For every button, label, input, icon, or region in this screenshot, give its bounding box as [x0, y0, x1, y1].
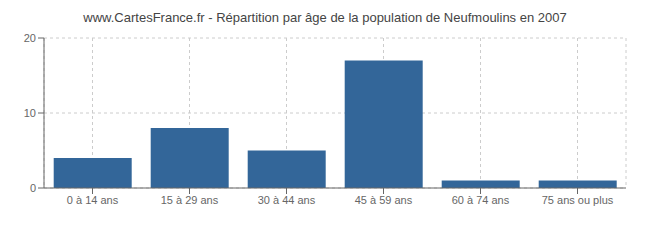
svg-text:10: 10 [24, 107, 36, 119]
html-text:www.CartesFrance.fr - Répartit: www.CartesFrance.fr - Répartition par âg… [83, 10, 567, 25]
svg-text:75 ans ou plus: 75 ans ou plus [542, 194, 614, 206]
svg-text:15 à 29 ans: 15 à 29 ans [161, 194, 219, 206]
svg-text:30 à 44 ans: 30 à 44 ans [258, 194, 316, 206]
svg-text:0: 0 [30, 182, 36, 194]
svg-text:20: 20 [24, 32, 36, 44]
svg-text:60 à 74 ans: 60 à 74 ans [452, 194, 510, 206]
svg-text:45 à 59 ans: 45 à 59 ans [355, 194, 413, 206]
svg-text:0 à 14 ans: 0 à 14 ans [67, 194, 119, 206]
